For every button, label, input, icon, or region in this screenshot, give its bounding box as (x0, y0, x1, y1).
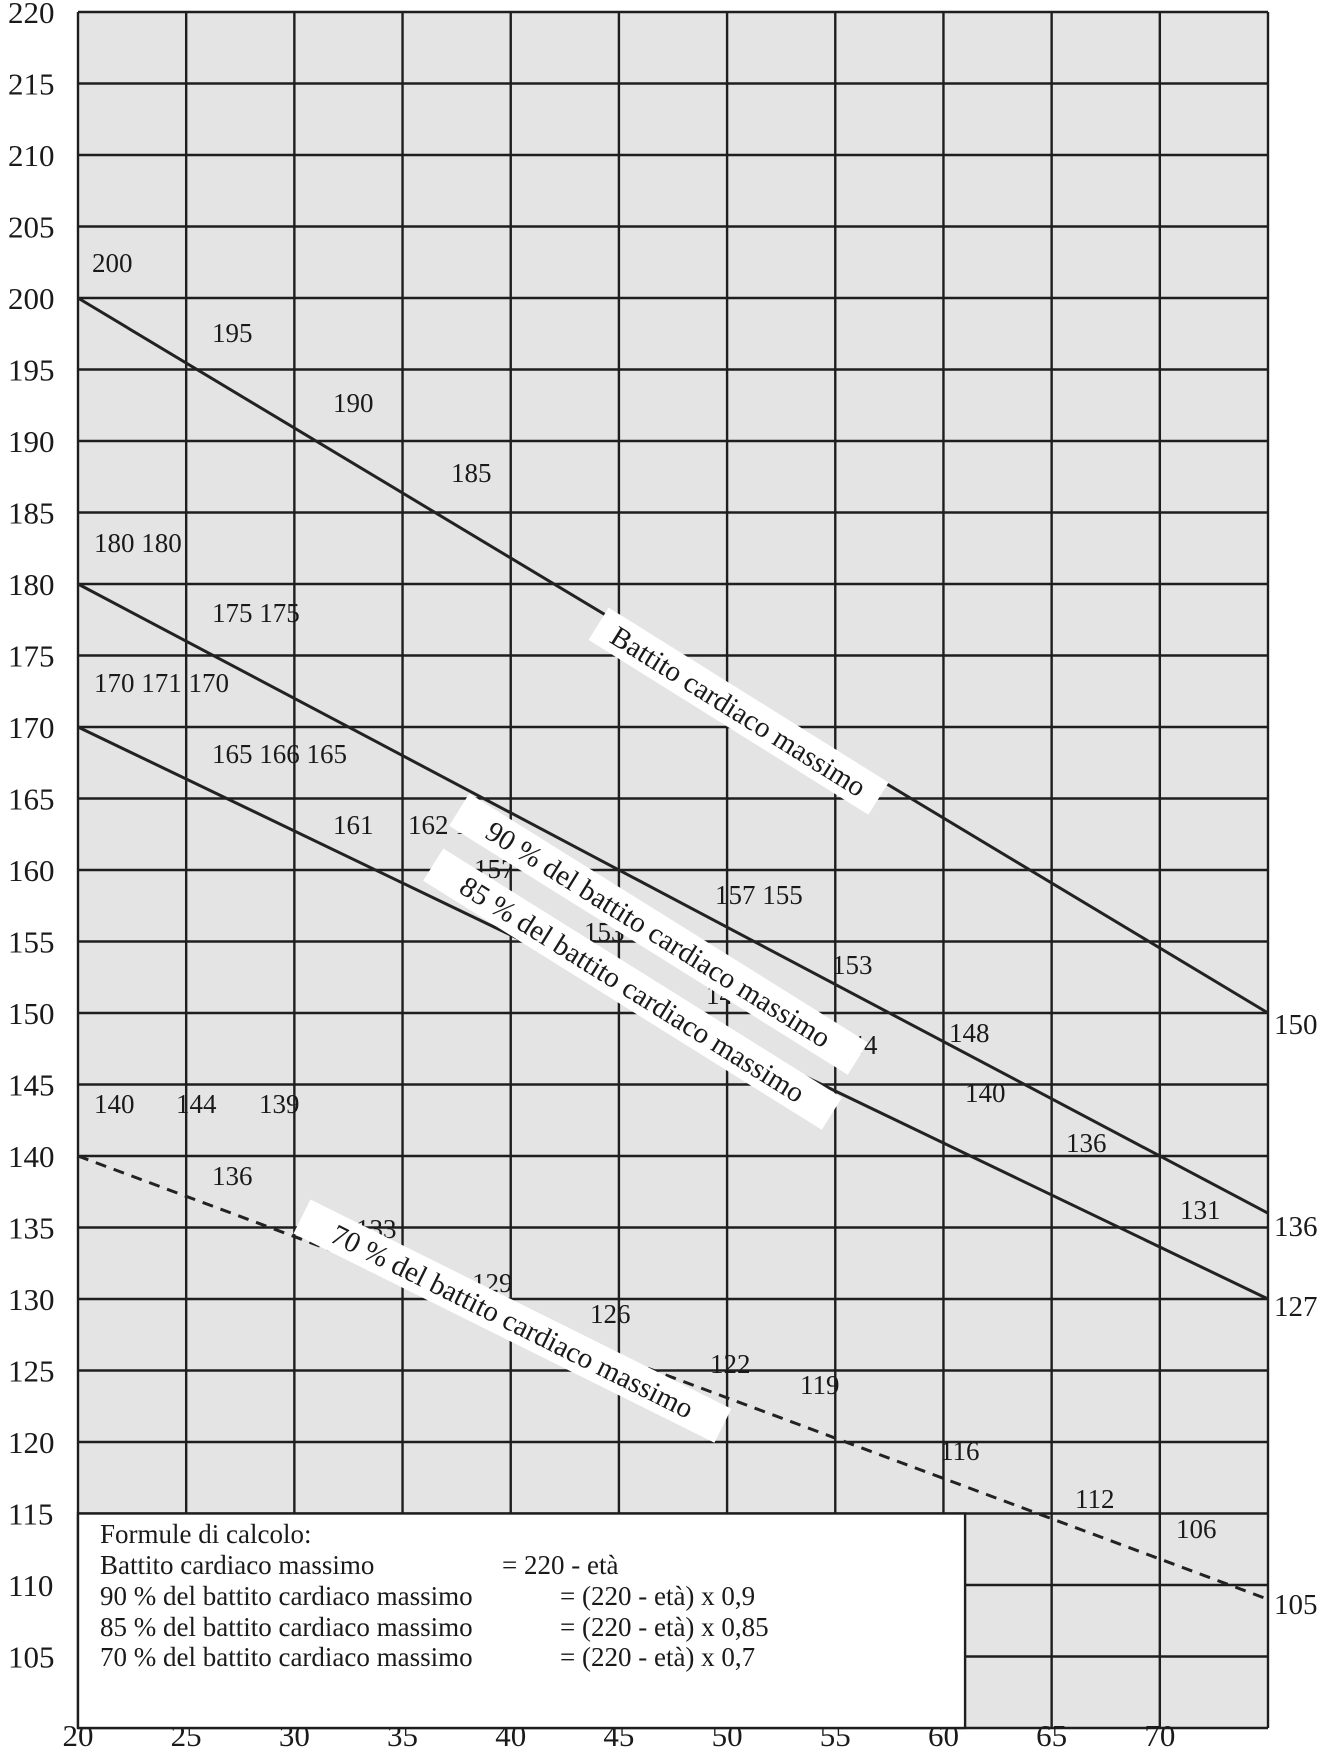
y-tick-label: 180 (8, 567, 55, 602)
point-value-label: 122 (710, 1349, 751, 1379)
y-tick-label: 140 (8, 1139, 55, 1174)
point-value-label: 116 (940, 1436, 980, 1466)
point-value-label: 165 166 165 (212, 739, 347, 769)
y-tick-label: 155 (8, 925, 55, 960)
right-end-label: 105 (1274, 1589, 1318, 1621)
point-value-label: 161 (333, 810, 374, 840)
y-tick-label: 220 (8, 0, 55, 30)
point-value-label: 175 175 (212, 598, 300, 628)
y-tick-label: 185 (8, 496, 55, 531)
point-value-label: 136 (1066, 1128, 1107, 1158)
formula-expression: = (220 - età) x 0,9 (560, 1581, 755, 1611)
point-value-label: 190 (333, 388, 374, 418)
point-value-label: 153 (832, 950, 873, 980)
y-tick-label: 215 (8, 67, 55, 102)
right-end-label: 150 (1274, 1009, 1318, 1041)
y-tick-label: 200 (8, 281, 55, 316)
y-tick-label: 105 (8, 1640, 55, 1675)
y-tick-label: 150 (8, 996, 55, 1031)
y-tick-label: 210 (8, 138, 55, 173)
y-tick-label: 130 (8, 1282, 55, 1317)
point-value-label: 140 (965, 1078, 1006, 1108)
formula-name: Battito cardiaco massimo (100, 1550, 374, 1580)
formula-expression: = 220 - età (502, 1550, 618, 1580)
y-tick-label: 175 (8, 639, 55, 674)
point-value-label: 180 180 (94, 528, 182, 558)
y-tick-label: 115 (8, 1497, 53, 1532)
y-tick-label: 110 (8, 1568, 53, 1603)
series-line-4 (77, 1154, 1269, 1601)
y-tick-label: 190 (8, 424, 55, 459)
formula-name: 90 % del battito cardiaco massimo (100, 1581, 473, 1611)
series-line-2 (77, 582, 1269, 1215)
y-tick-label: 125 (8, 1354, 55, 1389)
series-label-box (423, 848, 842, 1130)
point-value-label: 148 (949, 1018, 990, 1048)
y-tick-label: 205 (8, 210, 55, 245)
series-label-box (588, 607, 889, 815)
right-end-label: 127 (1274, 1291, 1318, 1323)
point-value-label: 185 (451, 458, 492, 488)
formula-name: 85 % del battito cardiaco massimo (100, 1612, 473, 1642)
series-label-box (449, 793, 868, 1075)
formula-box (76, 1512, 967, 1730)
point-value-label: 112 (1075, 1484, 1115, 1514)
y-tick-label: 145 (8, 1068, 55, 1103)
point-value-label: 139 (259, 1089, 300, 1119)
formula-expression: = (220 - età) x 0,85 (560, 1612, 769, 1642)
series-label-box (293, 1199, 732, 1443)
y-tick-label: 170 (8, 710, 55, 745)
y-tick-label: 160 (8, 853, 55, 888)
point-value-label: 195 (212, 318, 253, 348)
x-tick-label: 65 (1036, 1718, 1067, 1753)
right-end-label: 136 (1274, 1211, 1318, 1243)
point-value-label: 136 (212, 1161, 253, 1191)
formula-name: 70 % del battito cardiaco massimo (100, 1642, 473, 1672)
y-tick-label: 120 (8, 1425, 55, 1460)
point-value-label: 144 (176, 1089, 217, 1119)
y-tick-label: 165 (8, 782, 55, 817)
formula-expression: = (220 - età) x 0,7 (560, 1642, 755, 1672)
point-value-label: 170 171 170 (94, 668, 229, 698)
point-value-label: 200 (92, 248, 133, 278)
y-tick-label: 195 (8, 353, 55, 388)
formula-title: Formule di calcolo: (100, 1519, 311, 1549)
point-value-label: 106 (1176, 1514, 1217, 1544)
point-value-label: 157 155 (715, 880, 803, 910)
point-value-label: 119 (800, 1370, 840, 1400)
point-value-label: 131 (1180, 1195, 1221, 1225)
y-tick-label: 135 (8, 1211, 55, 1246)
point-value-label: 126 (590, 1299, 631, 1329)
x-tick-label: 70 (1144, 1718, 1175, 1753)
point-value-label: 140 (94, 1089, 135, 1119)
